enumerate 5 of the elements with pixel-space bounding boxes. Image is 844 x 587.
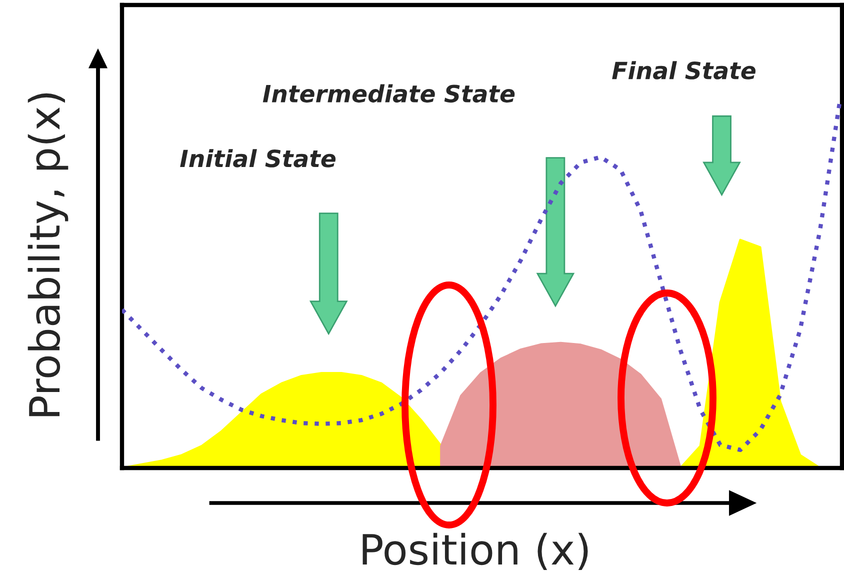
x-axis-title: Position (x)	[362, 532, 588, 570]
text: Final State	[612, 61, 756, 80]
y-axis-title: Probability, p(x)	[28, 93, 68, 416]
annotation: Initial State	[180, 149, 336, 168]
annotation: Intermediate State	[262, 84, 515, 103]
